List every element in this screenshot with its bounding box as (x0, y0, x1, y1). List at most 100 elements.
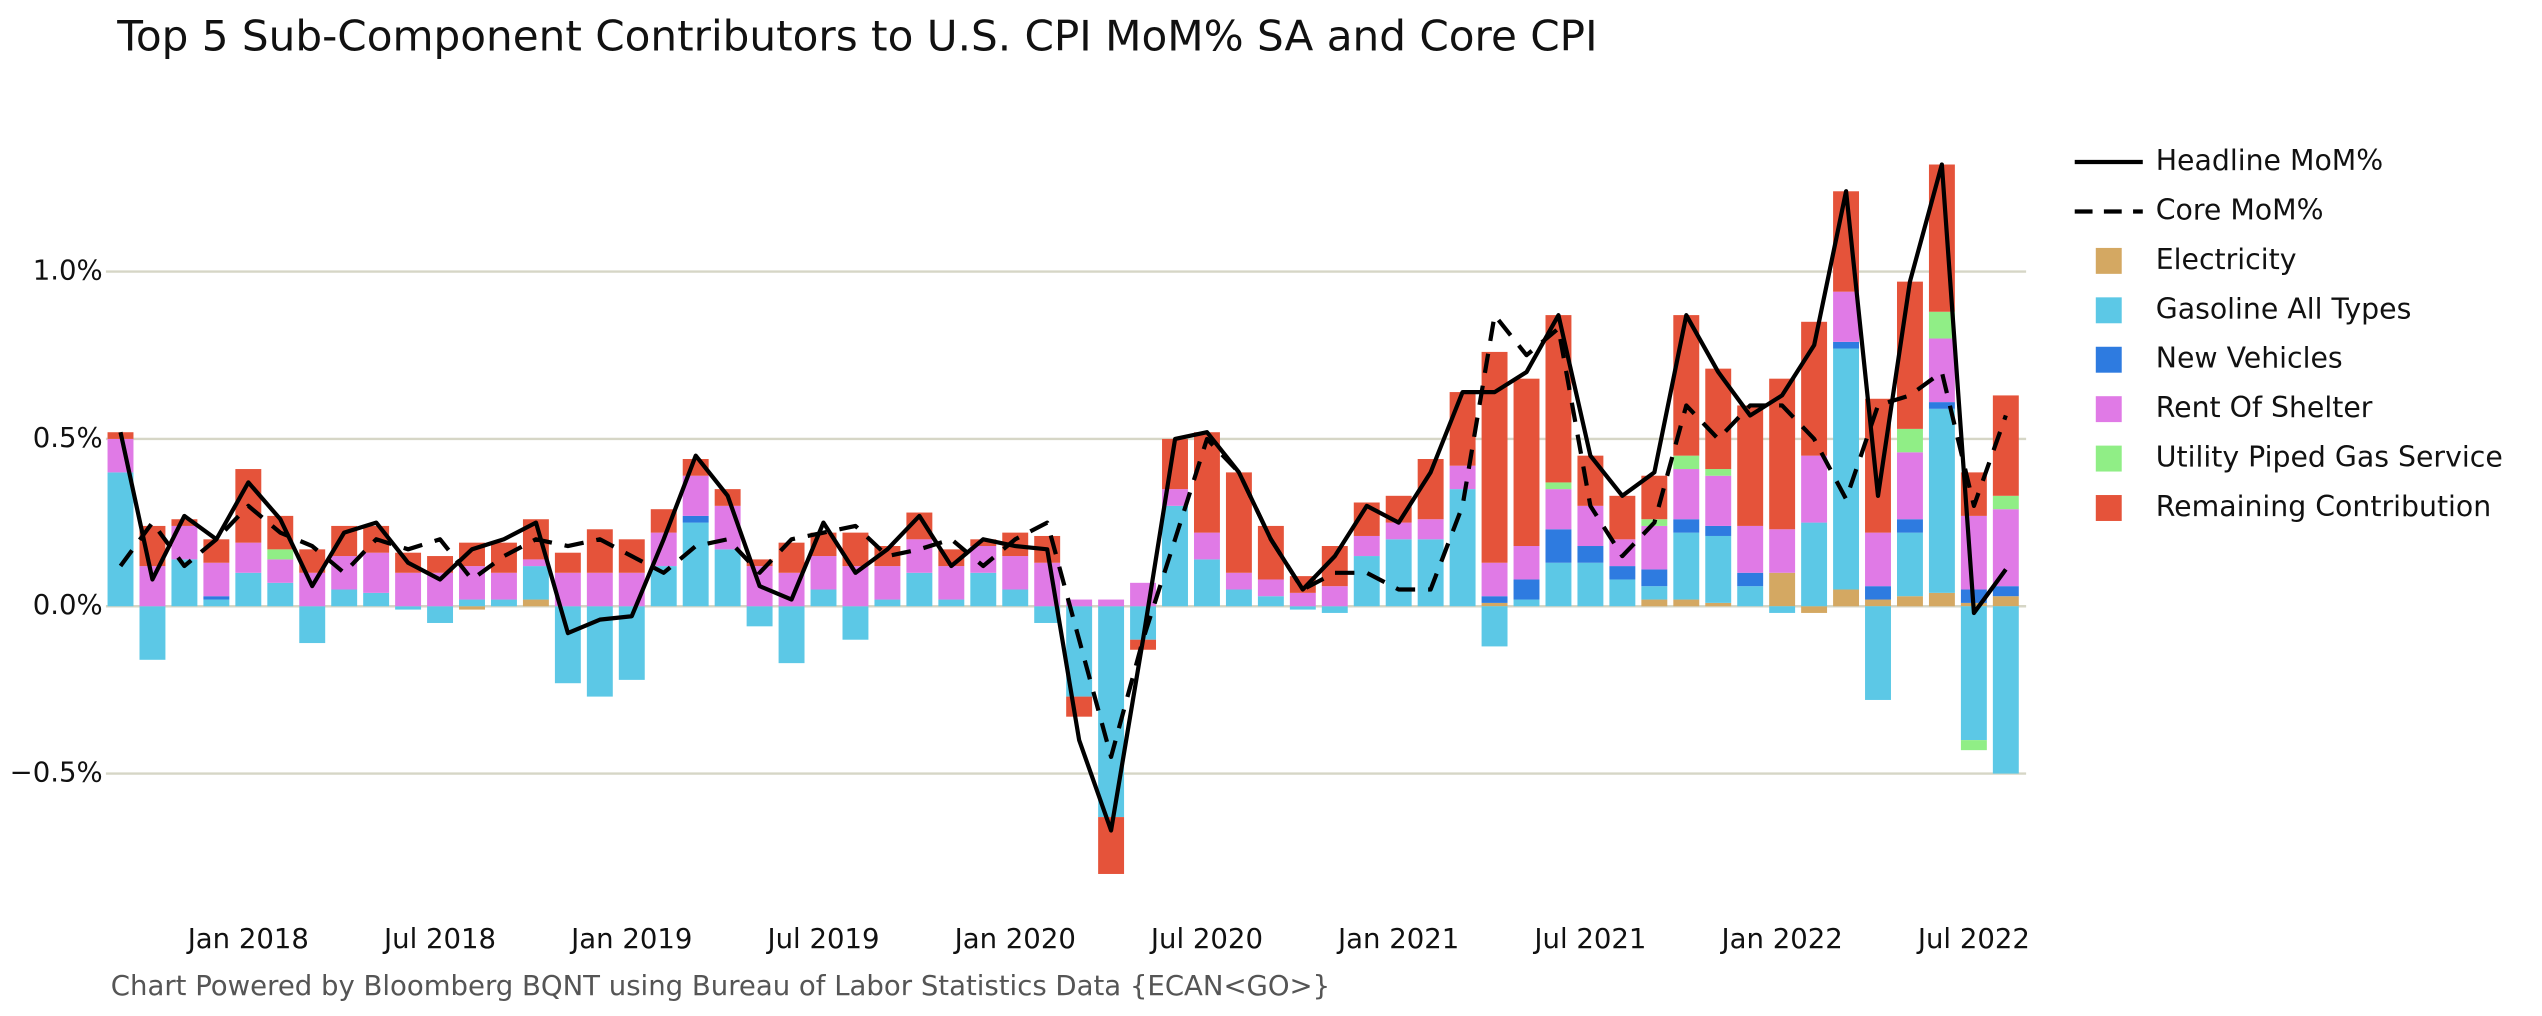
bar-segment (299, 606, 326, 644)
bar-segment (1865, 532, 1891, 587)
bar-segment (331, 589, 358, 607)
bar-segment (746, 559, 773, 567)
bar-segment (522, 566, 549, 600)
bar-segment (267, 549, 294, 560)
legend-swatch (2095, 247, 2122, 274)
legend-swatch (2095, 445, 2122, 472)
bar-segment (267, 559, 294, 583)
legend-label: Headline MoM% (2156, 144, 2383, 177)
bar-segment (1002, 556, 1029, 590)
bar-segment (1673, 532, 1700, 600)
bar-segment (1960, 740, 1987, 751)
legend-swatch (2095, 346, 2122, 373)
bar-segment (1321, 606, 1348, 613)
y-tick-label: −0.5% (10, 757, 103, 789)
bar-segment (874, 566, 901, 600)
bar-segment (1928, 408, 1955, 593)
bar-segment (1865, 606, 1891, 700)
bar-segment (1449, 465, 1476, 490)
bar-segment (1896, 281, 1923, 429)
bar-segment (682, 522, 709, 607)
bar-segment (522, 559, 549, 567)
bar-segment (1385, 539, 1412, 607)
bar-segment (1928, 592, 1955, 607)
bar-segment (1801, 455, 1828, 523)
bar-segment (1034, 606, 1061, 623)
bar-segment (1992, 596, 2019, 607)
y-tick-label: 1.0% (33, 255, 103, 287)
bar-segment (235, 542, 262, 573)
bar-segment (1513, 599, 1540, 607)
bar-segment (1896, 428, 1923, 453)
bar-segment (1673, 455, 1700, 470)
legend-swatch (2095, 297, 2122, 324)
legend: Headline MoM% Core MoM% Electricity Gasolin… (2074, 144, 2503, 523)
bar-segment (1801, 606, 1828, 613)
bar-segment (1513, 546, 1540, 580)
bar-segment (1769, 529, 1796, 573)
line-series (118, 162, 2008, 833)
bar-segment (586, 529, 613, 573)
x-tick-label: Jul 2018 (382, 923, 496, 955)
bar-segment (1162, 489, 1188, 506)
bar-segment (299, 572, 326, 607)
bar-segment (235, 572, 262, 607)
bar-segment (1928, 402, 1955, 409)
bar-segment (906, 572, 933, 607)
legend-label: Electricity (2156, 243, 2297, 276)
bar-segment (1705, 469, 1732, 476)
bar-segment (1833, 589, 1860, 607)
bar-segment (203, 599, 230, 607)
bar-segment (203, 539, 230, 563)
bar-segment (1449, 489, 1476, 607)
bar-segment (1705, 602, 1732, 607)
bar-segment (490, 542, 517, 573)
bar-segment (1321, 586, 1348, 607)
x-tick-label: Jan 2018 (186, 923, 309, 955)
bar-segment (459, 606, 485, 610)
bar-segment (459, 599, 485, 607)
bar-segment (299, 549, 326, 573)
legend-swatch (2095, 396, 2122, 423)
bar-segment (267, 582, 294, 607)
bar-segment (395, 606, 422, 610)
bar-segment (1896, 596, 1923, 607)
x-tick-label: Jan 2019 (569, 923, 692, 955)
legend-label: New Vehicles (2156, 342, 2343, 375)
source-note: Chart Powered by Bloomberg BQNT using Bu… (111, 970, 1330, 1002)
bar-segment (363, 592, 390, 607)
bar-segment (1641, 569, 1668, 587)
bar-segment (1577, 546, 1604, 563)
legend-label: Remaining Contribution (2156, 490, 2492, 523)
bar-segment (1769, 572, 1796, 607)
bar-segment (1609, 495, 1636, 540)
bar-segment (1193, 432, 1220, 533)
bar-segment (1545, 482, 1572, 490)
bar-segment (490, 572, 517, 600)
bar-segment (1577, 505, 1604, 547)
bar-segment (1928, 311, 1955, 339)
bar-segment (970, 539, 997, 547)
bar-segment (203, 562, 230, 597)
legend-label: Core MoM% (2156, 193, 2324, 226)
bar-segment (395, 572, 422, 607)
bar-segment (1673, 599, 1700, 607)
bar-segment (1896, 532, 1923, 597)
bar-segment (1193, 559, 1220, 607)
bar-segment (1513, 378, 1540, 547)
bar-segment (1673, 519, 1700, 533)
x-tick-label: Jan 2020 (953, 923, 1076, 955)
bar-segment (1225, 589, 1252, 607)
bar-segment (874, 599, 901, 607)
bar-segment (1833, 341, 1860, 349)
bar-segment (810, 589, 837, 607)
bar-segment (1705, 525, 1732, 536)
bar-segment (1098, 599, 1125, 607)
bar-segment (1481, 602, 1508, 607)
bar-segment (1289, 606, 1316, 610)
bar-segment (1737, 586, 1764, 607)
bar-segment (1353, 535, 1380, 557)
bar-segment (1257, 579, 1284, 597)
line-series (118, 313, 2008, 760)
